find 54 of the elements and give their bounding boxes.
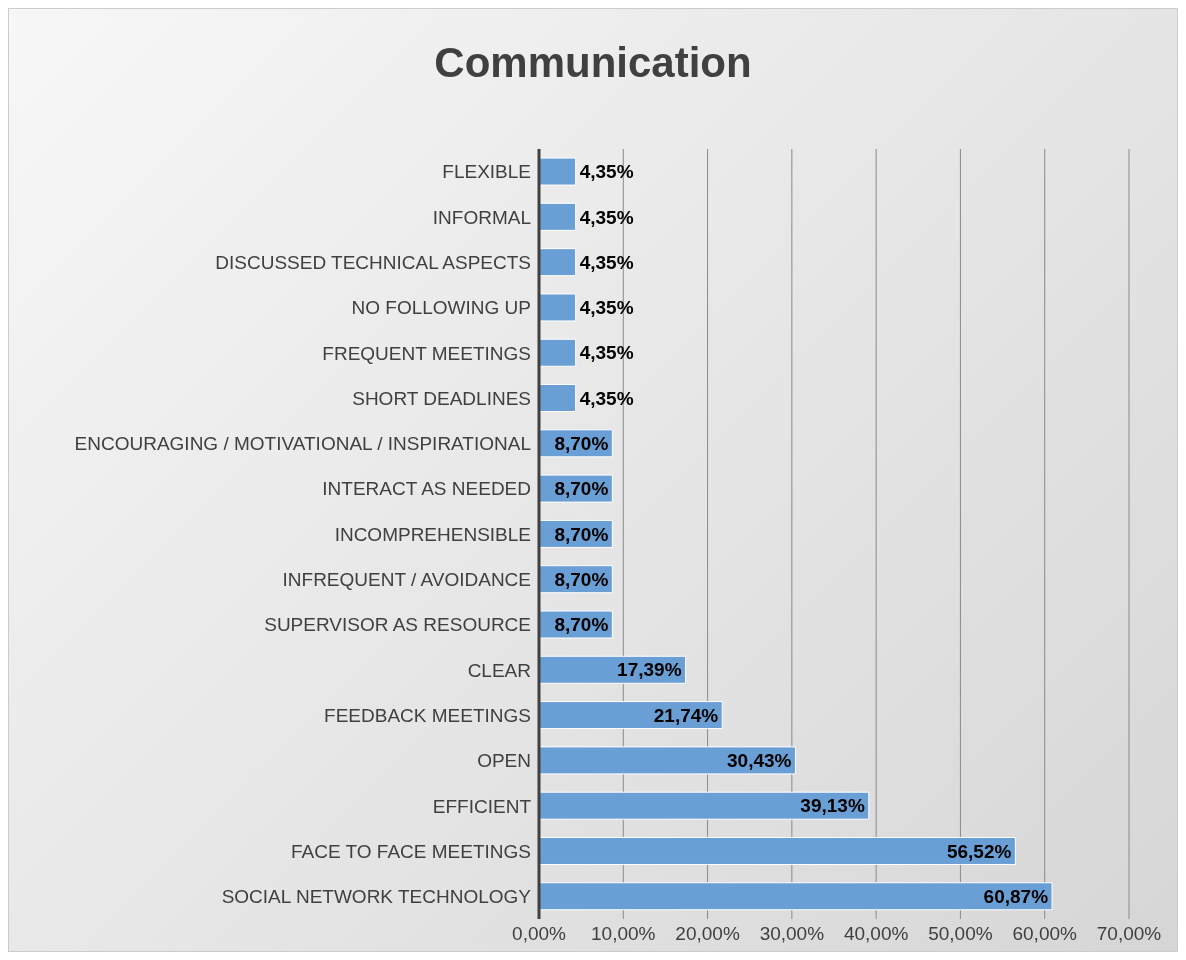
data-label: 30,43%	[727, 750, 792, 772]
bar	[539, 384, 577, 413]
y-tick-label: OPEN	[477, 750, 531, 772]
data-label: 21,74%	[653, 704, 719, 726]
data-label: 8,70%	[554, 523, 609, 545]
x-tick-label: 60,00%	[1012, 923, 1078, 945]
bar	[539, 338, 577, 367]
y-tick-label: NO FOLLOWING UP	[351, 297, 531, 319]
y-tick-label: INTERACT AS NEEDED	[322, 478, 531, 500]
data-label: 4,35%	[579, 297, 634, 319]
y-tick-label: FREQUENT MEETINGS	[322, 342, 531, 364]
y-tick-label: FLEXIBLE	[442, 161, 531, 183]
data-label: 60,87%	[983, 885, 1049, 907]
data-label: 39,13%	[800, 795, 865, 817]
y-tick-label: DISCUSSED TECHNICAL ASPECTS	[215, 251, 531, 273]
data-label: 56,52%	[946, 840, 1012, 862]
bar	[539, 248, 577, 277]
y-tick-label: FEEDBACK MEETINGS	[324, 704, 531, 726]
x-tick-label: 50,00%	[928, 923, 993, 945]
bar	[539, 882, 1053, 911]
bar	[539, 293, 577, 322]
data-label: 8,70%	[554, 432, 609, 454]
y-tick-label: INCOMPREHENSIBLE	[334, 523, 531, 545]
data-label: 17,39%	[617, 659, 682, 681]
x-tick-label: 0,00%	[512, 923, 567, 945]
data-label: 8,70%	[554, 614, 609, 636]
bar	[539, 157, 577, 186]
chart-title: Communication	[433, 38, 753, 88]
y-tick-label: FACE TO FACE MEETINGS	[290, 840, 531, 862]
y-tick-label: CLEAR	[467, 659, 531, 681]
y-tick-label: SOCIAL NETWORK TECHNOLOGY	[221, 886, 532, 908]
data-label: 4,35%	[579, 206, 634, 228]
bar	[539, 836, 1016, 865]
bar	[539, 701, 723, 730]
y-tick-label: SHORT DEADLINES	[352, 387, 531, 409]
y-tick-label: EFFICIENT	[432, 795, 532, 817]
data-label: 8,70%	[554, 568, 609, 590]
y-tick-label: INFREQUENT / AVOIDANCE	[282, 569, 531, 591]
y-tick-label: ENCOURAGING / MOTIVATIONAL / INSPIRATIONAL	[74, 433, 531, 455]
x-tick-label: 40,00%	[843, 923, 909, 945]
data-label: 4,35%	[579, 342, 634, 364]
y-tick-label: SUPERVISOR AS RESOURCE	[264, 614, 531, 636]
x-tick-label: 30,00%	[759, 923, 825, 945]
bar	[539, 746, 796, 775]
y-tick-label: INFORMAL	[432, 206, 531, 228]
bar	[539, 791, 870, 820]
bar	[539, 202, 577, 231]
x-tick-label: 20,00%	[675, 923, 740, 945]
data-label: 4,35%	[579, 251, 634, 273]
data-label: 4,35%	[579, 161, 634, 183]
x-tick-label: 10,00%	[591, 923, 656, 945]
x-tick-label: 70,00%	[1096, 923, 1162, 945]
data-label: 8,70%	[554, 478, 609, 500]
data-label: 4,35%	[579, 387, 634, 409]
